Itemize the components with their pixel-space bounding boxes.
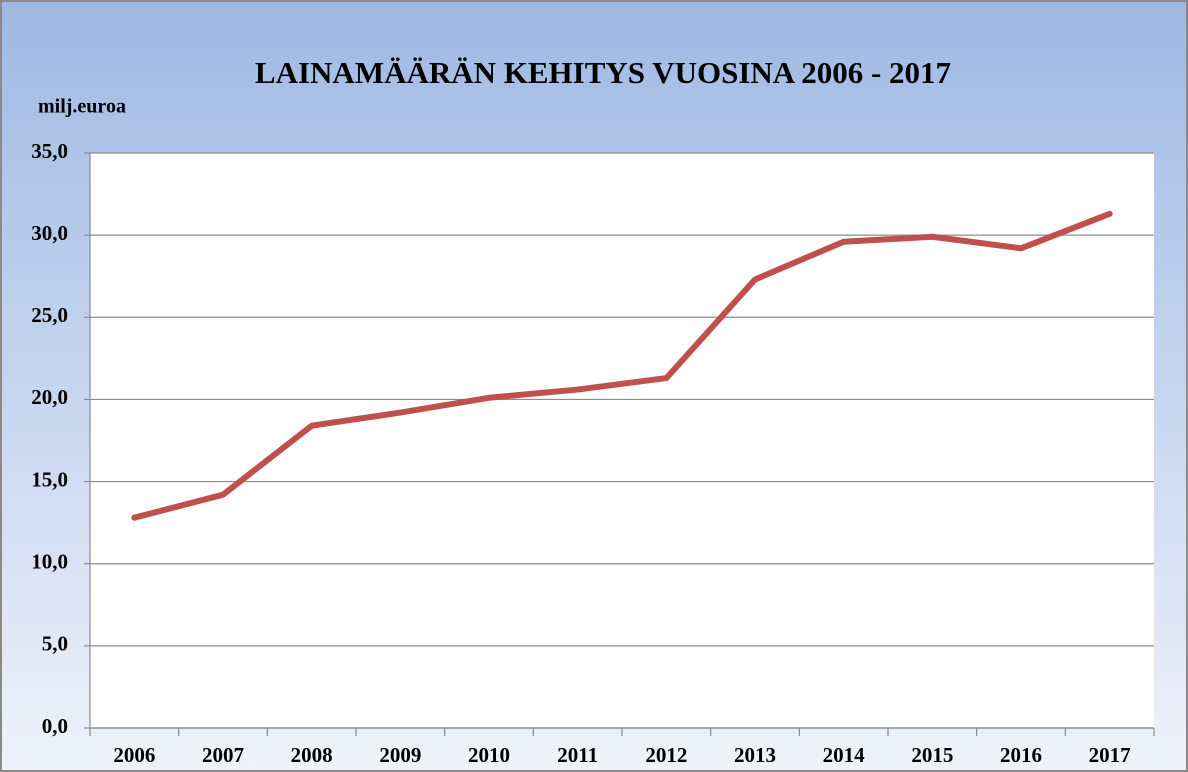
y-tick-label: 20,0 [31,385,68,409]
y-tick-label: 0,0 [42,714,68,738]
x-tick-label: 2013 [734,743,776,767]
x-tick-label: 2016 [1000,743,1042,767]
y-tick-label: 30,0 [31,221,68,245]
x-tick-label: 2006 [113,743,155,767]
y-tick-label: 25,0 [31,303,68,327]
y-tick-label: 35,0 [31,139,68,163]
x-tick-label: 2009 [379,743,421,767]
y-axis-label: milj.euroa [38,96,126,118]
x-tick-label: 2014 [823,743,866,767]
y-tick-label: 15,0 [31,467,68,491]
x-tick-label: 2010 [468,743,510,767]
data-line [131,210,1113,521]
plot-area [90,153,1154,728]
x-tick-label: 2008 [291,743,333,767]
chart-title: LAINAMÄÄRÄN KEHITYS VUOSINA 2006 - 2017 [255,55,951,90]
x-tick-label: 2017 [1089,743,1131,767]
x-tick-label: 2012 [645,743,687,767]
y-tick-label: 10,0 [31,550,68,574]
x-tick-label: 2015 [911,743,953,767]
y-tick-label: 5,0 [42,632,68,656]
x-tick-label: 2011 [557,743,598,767]
x-tick-label: 2007 [202,743,244,767]
